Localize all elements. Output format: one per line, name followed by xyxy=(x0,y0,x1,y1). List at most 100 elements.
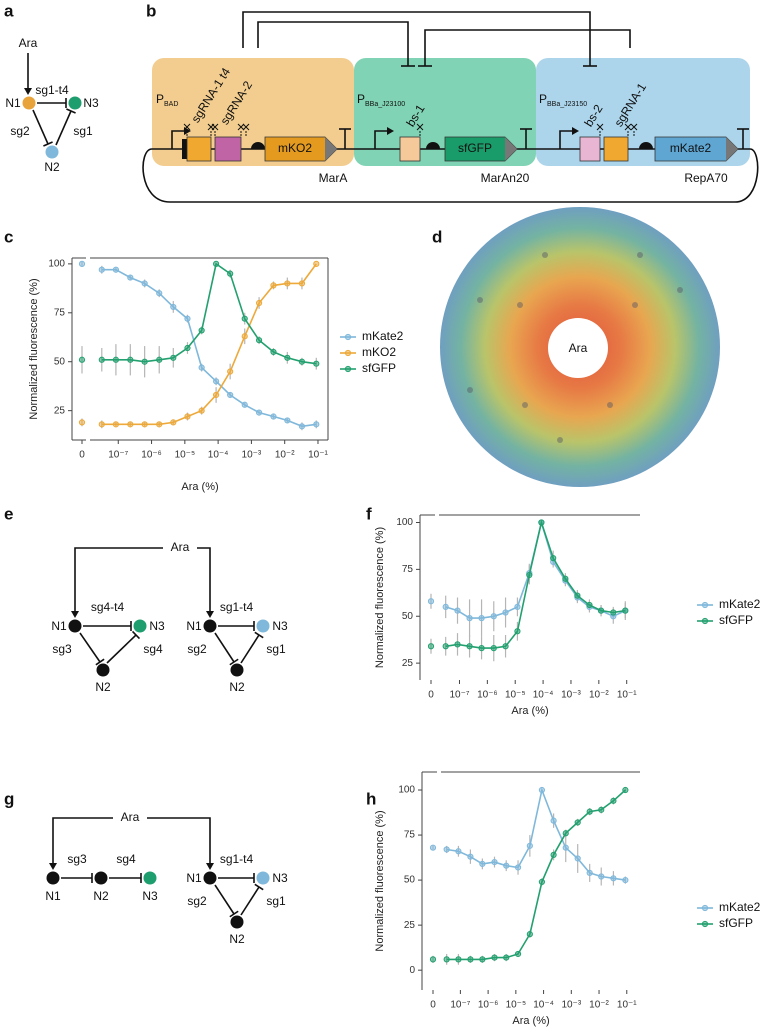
data-point xyxy=(586,601,593,609)
cut-site xyxy=(624,123,632,131)
data-point xyxy=(622,786,629,794)
legend-label: mKO2 xyxy=(362,345,396,359)
panel-label: d xyxy=(432,227,442,246)
promoter xyxy=(171,130,184,149)
inducer-well xyxy=(548,318,608,378)
activation-edge xyxy=(52,817,113,864)
data-point xyxy=(98,266,105,273)
gene-tip xyxy=(325,137,337,161)
colony-spot xyxy=(677,287,683,293)
activation-edge xyxy=(147,817,211,864)
inducer-label: Ara xyxy=(19,36,38,50)
part xyxy=(603,136,629,162)
data-point xyxy=(503,954,510,961)
node-label: N3 xyxy=(149,619,165,633)
series-line xyxy=(445,519,626,649)
data-point xyxy=(610,797,617,804)
promoter xyxy=(374,130,387,149)
x-tick-label: 10⁻² xyxy=(589,690,609,701)
inducer-label: Ara xyxy=(121,810,140,824)
edge-label: sg1 xyxy=(266,642,286,656)
data-point xyxy=(429,844,437,851)
data-point xyxy=(550,555,557,562)
data-point xyxy=(427,598,435,605)
data-point xyxy=(478,615,485,622)
gene-tip xyxy=(726,137,738,161)
node xyxy=(45,145,59,159)
node xyxy=(68,96,82,110)
x-tick-label: 10⁻¹ xyxy=(308,450,328,461)
y-tick-label: 75 xyxy=(404,830,416,841)
data-point xyxy=(491,858,498,866)
series-line xyxy=(446,787,626,881)
repression-bar xyxy=(254,883,264,891)
data-point xyxy=(503,862,510,869)
data-point xyxy=(598,873,605,880)
edge-label: sg2 xyxy=(187,894,207,908)
data-point xyxy=(112,421,120,428)
promoter-name: P xyxy=(156,92,164,106)
data-point xyxy=(298,358,306,365)
data-point xyxy=(141,421,148,428)
legend-marker xyxy=(701,904,709,912)
data-point xyxy=(538,878,545,886)
edge-label: sg1-t4 xyxy=(35,83,69,97)
promoter-name: P xyxy=(539,92,547,106)
panel-label: g xyxy=(4,789,14,808)
edge-label: sg2 xyxy=(10,124,30,138)
promoter-label: PBAD xyxy=(156,92,178,108)
promoter-label: PBBa_J23150 xyxy=(539,92,587,108)
data-point xyxy=(455,956,462,963)
x-tick-label: 10⁻⁶ xyxy=(478,1000,499,1011)
data-point xyxy=(270,413,277,420)
repression-edge xyxy=(32,109,49,145)
data-point xyxy=(127,421,134,428)
arrow-head xyxy=(71,611,79,618)
x-tick-label: 10⁻⁴ xyxy=(208,450,229,461)
y-axis-label: Normalized fluorescence (%) xyxy=(374,810,386,951)
data-point xyxy=(598,806,605,813)
arrow-head xyxy=(206,863,214,870)
y-tick-label: 50 xyxy=(54,356,66,367)
data-point xyxy=(622,876,629,884)
legend-label: sfGFP xyxy=(719,916,753,930)
node-label: N2 xyxy=(93,889,109,903)
data-point xyxy=(170,419,177,426)
data-point xyxy=(170,354,177,361)
repression-bar xyxy=(95,658,105,666)
legend-label: mKate2 xyxy=(719,597,760,611)
data-point xyxy=(574,592,581,599)
data-point xyxy=(270,348,277,356)
data-point xyxy=(284,354,291,361)
edge-label: sg3 xyxy=(52,642,72,656)
data-point xyxy=(184,344,191,352)
data-point xyxy=(443,846,450,853)
rbs xyxy=(251,142,265,149)
panel-label: c xyxy=(4,227,13,246)
data-point xyxy=(550,817,557,824)
node-label: N1 xyxy=(5,96,21,110)
edge-label: sg3 xyxy=(67,852,87,866)
feedback-edge xyxy=(242,11,591,66)
data-point xyxy=(514,864,522,871)
data-point xyxy=(184,413,191,420)
edge-label: sg1-t4 xyxy=(220,600,254,614)
legend-marker xyxy=(344,333,352,341)
x-tick-label: 10⁻³ xyxy=(561,690,581,701)
data-point xyxy=(562,844,569,851)
x-tick-label: 10⁻⁵ xyxy=(175,450,196,461)
data-point xyxy=(141,358,148,365)
data-point xyxy=(491,954,498,961)
module-label: MarAn20 xyxy=(481,171,530,185)
gene-label: sfGFP xyxy=(458,141,492,155)
data-point xyxy=(198,407,205,414)
node-label: N3 xyxy=(83,96,99,110)
series-line xyxy=(101,263,317,426)
data-point xyxy=(78,419,86,426)
colony-spot xyxy=(637,252,643,258)
node xyxy=(96,663,110,677)
edge-label: sg4 xyxy=(116,852,136,866)
node-label: N2 xyxy=(44,160,60,174)
data-point xyxy=(586,808,593,815)
